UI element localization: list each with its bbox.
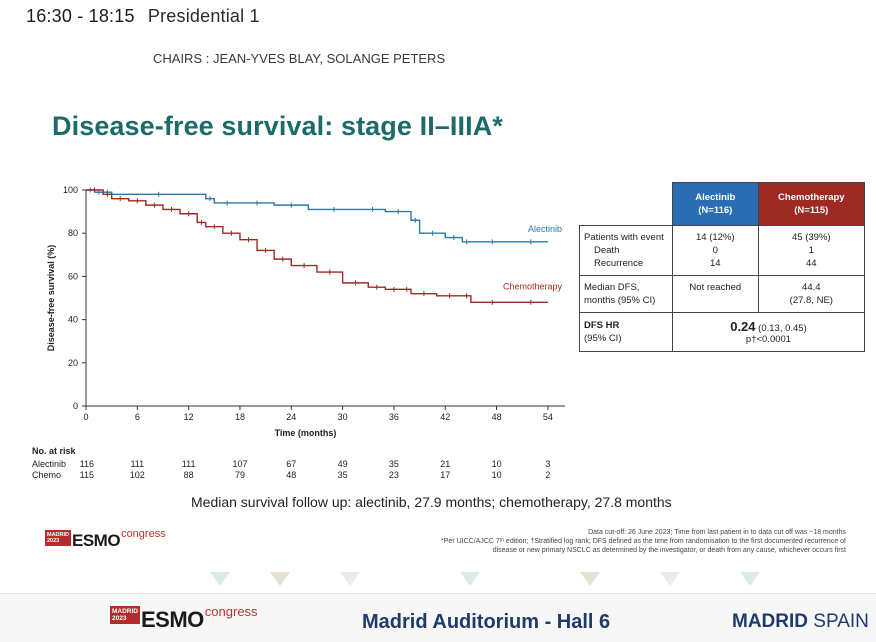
at-risk-value: 3	[545, 459, 550, 469]
y-tick-label: 20	[68, 358, 78, 368]
x-tick-label: 48	[492, 412, 502, 422]
at-risk-row-label: Chemo	[32, 470, 61, 480]
events-alectinib-cell: 14 (12%) 0 14	[672, 225, 759, 276]
x-tick-label: 30	[338, 412, 348, 422]
alectinib-header: Alectinib (N=116)	[672, 182, 759, 226]
chart-series-labels: Alectinib Chemotherapy	[503, 224, 563, 291]
at-risk-value: 49	[338, 459, 348, 469]
y-tick-label: 40	[68, 315, 78, 325]
dfs-table: Alectinib (N=116) Chemotherapy (N=115) P…	[579, 182, 866, 352]
chemotherapy-header: Chemotherapy (N=115)	[757, 182, 866, 226]
at-risk-value: 79	[235, 470, 245, 480]
hr-value: 0.24	[730, 319, 756, 334]
at-risk-value: 17	[440, 470, 450, 480]
km-chart: 0 6 12 18 24 30 36 42 48 54 0 20 40 60 80 100 Time (mont…	[32, 185, 565, 480]
at-risk-value: 115	[80, 470, 94, 480]
at-risk-value: 88	[184, 470, 194, 480]
x-tick-label: 42	[440, 412, 450, 422]
at-risk-value: 2	[545, 470, 550, 480]
x-tick-label: 24	[286, 412, 296, 422]
chart-axes: 0 6 12 18 24 30 36 42 48 54 0 20 40 60 80 100 Time (mont…	[46, 185, 565, 438]
at-risk-value: 21	[440, 459, 450, 469]
x-tick-label: 36	[389, 412, 399, 422]
slide-title: Disease-free survival: stage II–IIIA*	[52, 111, 503, 141]
hr-value-cell: 0.24 (0.13, 0.45) p†<0.0001	[672, 312, 865, 352]
at-risk-value: 23	[389, 470, 399, 480]
median-label-cell: Median DFS, months (95% CI)	[579, 275, 673, 313]
series-label-chemotherapy: Chemotherapy	[503, 281, 563, 291]
median-chemo-cell: 44.4 (27.8, NE)	[757, 275, 866, 313]
at-risk-value: 67	[286, 459, 296, 469]
events-chemo-cell: 45 (39%) 1 44	[757, 225, 866, 276]
venue-label: Madrid Auditorium - Hall 6	[362, 611, 611, 633]
y-tick-label: 0	[73, 401, 78, 411]
y-tick-label: 60	[68, 271, 78, 281]
session-header: 16:30 - 18:15 Presidential 1	[26, 6, 260, 27]
km-curve-alectinib	[86, 189, 548, 243]
at-risk-value: 48	[286, 470, 296, 480]
x-tick-label: 6	[135, 412, 140, 422]
p-value: p†<0.0001	[745, 334, 792, 345]
at-risk-value: 10	[492, 459, 502, 469]
at-risk-value: 35	[338, 470, 348, 480]
recurrence-label: Recurrence	[594, 258, 644, 269]
y-tick-label: 100	[63, 185, 78, 195]
death-label: Death	[594, 245, 620, 256]
at-risk-value: 111	[182, 459, 196, 469]
hr-ci: (0.13, 0.45)	[758, 323, 807, 334]
x-tick-label: 54	[543, 412, 553, 422]
at-risk-value: 102	[130, 470, 145, 480]
at-risk-value: 10	[492, 470, 502, 480]
footnote: Data cut-off: 26 June 2023; Time from la…	[441, 529, 846, 554]
hr-label-cell: DFS HR (95% CI)	[579, 312, 673, 352]
median-followup: Median survival follow up: alectinib, 27…	[191, 494, 672, 510]
x-tick-label: 12	[184, 412, 194, 422]
table-corner	[579, 182, 673, 226]
at-risk-value: 35	[389, 459, 399, 469]
at-risk-value: 116	[80, 459, 94, 469]
at-risk-value: 107	[232, 459, 247, 469]
decorative-band	[210, 572, 760, 586]
median-alectinib-cell: Not reached	[672, 275, 759, 313]
esmo-logo-footer: MADRID 2023 ESMO congress	[110, 604, 258, 632]
km-curve-chemotherapy	[86, 189, 548, 304]
x-tick-label: 0	[83, 412, 88, 422]
bottom-bar	[0, 593, 876, 642]
x-axis-label: Time (months)	[275, 428, 337, 438]
at-risk-value: 111	[130, 459, 144, 469]
y-axis-label: Disease-free survival (%)	[46, 245, 56, 352]
y-tick-label: 80	[68, 228, 78, 238]
session-name: Presidential 1	[147, 6, 260, 26]
events-label: Patients with event	[584, 232, 664, 243]
at-risk-row-label: Alectinib	[32, 459, 66, 469]
x-tick-label: 18	[235, 412, 245, 422]
session-time: 16:30 - 18:15	[26, 6, 135, 26]
session-chairs: CHAIRS : JEAN-YVES BLAY, SOLANGE PETERS	[153, 51, 446, 66]
chart-curves	[86, 187, 548, 305]
esmo-logo-slide: MADRID 2023 ESMO congress	[45, 528, 166, 550]
series-label-alectinib: Alectinib	[528, 224, 562, 234]
at-risk-title: No. at risk	[32, 446, 77, 456]
events-label-cell: Patients with event Death Recurrence	[579, 225, 673, 276]
city-label: MADRID SPAIN	[732, 611, 869, 632]
